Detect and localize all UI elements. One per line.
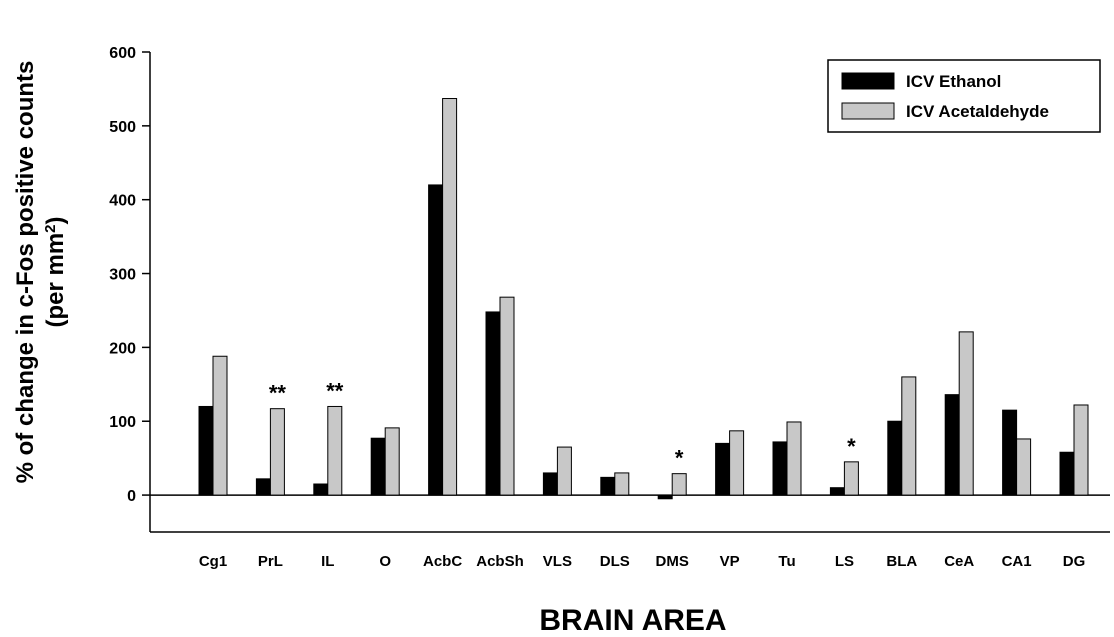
bar-ethanol-dms	[657, 494, 673, 500]
x-tick-label-acbsh: AcbSh	[476, 553, 524, 570]
significance-marker-il: **	[326, 378, 344, 403]
legend-label-ethanol: ICV Ethanol	[906, 72, 1001, 91]
bar-ethanol-vp	[715, 442, 731, 496]
y-axis-label-line1: % of change in c-Fos positive counts	[12, 61, 39, 484]
x-tick-label-vp: VP	[720, 553, 740, 570]
x-axis-label: BRAIN AREA	[539, 604, 726, 637]
x-tick-label-acbc: AcbC	[423, 553, 462, 570]
legend-box	[827, 59, 1101, 133]
bar-ethanol-il	[313, 483, 329, 496]
x-tick-label-o: O	[379, 553, 391, 570]
bar-acetaldehyde-acbc	[442, 98, 458, 496]
chart-bars	[198, 98, 1089, 500]
y-tick-label: 500	[109, 119, 136, 136]
bar-ethanol-ca1	[1002, 409, 1018, 496]
bar-acetaldehyde-o	[384, 427, 400, 496]
legend: ICV Ethanol ICV Acetaldehyde	[827, 59, 1101, 133]
bar-acetaldehyde-cg1	[212, 355, 228, 496]
significance-marker-ls: *	[847, 434, 856, 459]
significance-marker-dms: *	[675, 446, 684, 471]
x-tick-label-dls: DLS	[600, 553, 630, 570]
x-tick-label-ls: LS	[835, 553, 854, 570]
x-tick-label-cea: CeA	[944, 553, 974, 570]
bar-ethanol-o	[370, 437, 386, 496]
bar-acetaldehyde-cea	[958, 331, 974, 496]
bar-acetaldehyde-vp	[729, 430, 745, 496]
bar-ethanol-acbc	[428, 184, 444, 496]
x-tick-label-tu: Tu	[778, 553, 795, 570]
bar-ethanol-dls	[600, 476, 616, 496]
y-tick-label: 100	[109, 414, 136, 431]
x-axis-tick-labels: Cg1 PrL IL O AcbC AcbSh VLS DLS DMS VP Tu LS BLA CeA C…	[199, 553, 1085, 570]
y-axis-ticks: 0 100 200 300 400 500 600	[109, 45, 150, 505]
bar-acetaldehyde-vls	[556, 446, 572, 496]
y-tick-label: 400	[109, 193, 136, 210]
bar-acetaldehyde-dms	[671, 473, 687, 496]
y-tick-label: 0	[127, 488, 136, 505]
x-tick-label-dg: DG	[1063, 553, 1086, 570]
y-axis-label-line2: (per mm2)	[42, 216, 70, 327]
x-tick-label-il: IL	[321, 553, 334, 570]
bar-acetaldehyde-dls	[614, 472, 630, 496]
y-tick-label: 600	[109, 45, 136, 62]
x-tick-label-cg1: Cg1	[199, 553, 227, 570]
y-axis-label-sup: 2	[42, 224, 59, 232]
x-tick-label-ca1: CA1	[1002, 553, 1032, 570]
x-tick-label-dms: DMS	[656, 553, 689, 570]
significance-annotations: ** *** *	[269, 378, 856, 470]
bar-acetaldehyde-tu	[786, 421, 802, 496]
bar-ethanol-tu	[772, 441, 788, 496]
bar-ethanol-dg	[1059, 451, 1075, 496]
y-axis-label-prefix: (per mm	[42, 233, 69, 328]
bar-acetaldehyde-ca1	[1016, 438, 1032, 496]
bar-ethanol-cg1	[198, 405, 214, 496]
legend-label-acetaldehyde: ICV Acetaldehyde	[906, 102, 1049, 121]
bar-acetaldehyde-il	[327, 405, 343, 496]
bar-ethanol-prl	[255, 478, 271, 496]
bar-acetaldehyde-ls	[843, 461, 859, 496]
bar-acetaldehyde-acbsh	[499, 296, 515, 496]
y-axis-label: % of change in c-Fos positive counts (pe…	[12, 61, 69, 484]
bar-ethanol-cea	[944, 394, 960, 496]
legend-swatch-acetaldehyde	[841, 102, 895, 120]
legend-swatch-ethanol	[841, 72, 895, 90]
bar-ethanol-vls	[542, 472, 558, 496]
significance-marker-prl: **	[269, 381, 287, 406]
bar-acetaldehyde-prl	[269, 408, 285, 496]
bar-ethanol-acbsh	[485, 311, 501, 496]
bar-ethanol-bla	[887, 420, 903, 496]
y-tick-label: 300	[109, 267, 136, 284]
x-tick-label-prl: PrL	[258, 553, 283, 570]
y-tick-label: 200	[109, 340, 136, 357]
y-axis-label-suffix: )	[42, 216, 69, 224]
x-tick-label-bla: BLA	[886, 553, 917, 570]
bar-ethanol-ls	[829, 487, 845, 496]
x-tick-label-vls: VLS	[543, 553, 572, 570]
bar-acetaldehyde-bla	[901, 376, 917, 496]
bar-acetaldehyde-dg	[1073, 404, 1089, 496]
